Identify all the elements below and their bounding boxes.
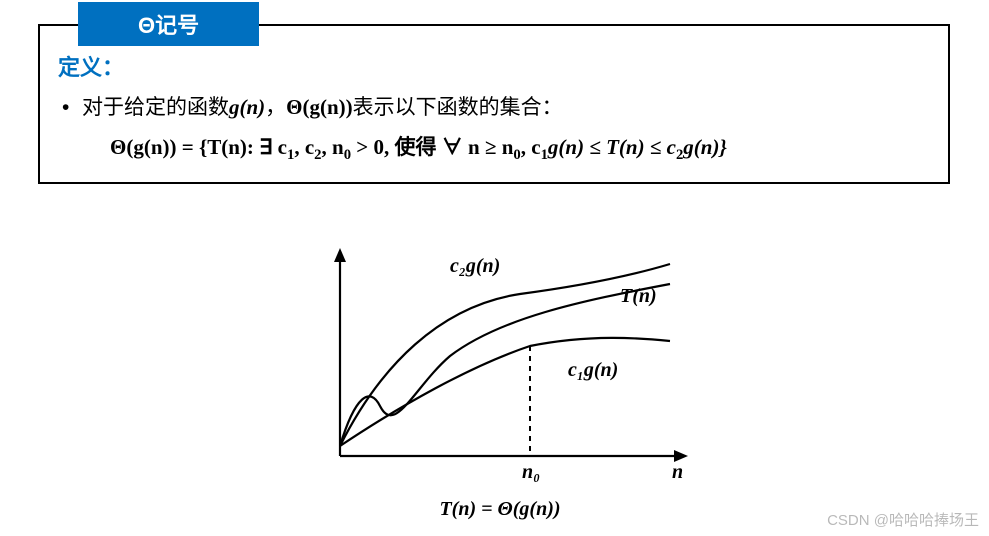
section-tab-label: Θ记号 — [138, 13, 199, 38]
bullet-prefix: 对于给定的函数 — [82, 96, 229, 119]
chart-caption: T(n) = Θ(g(n)) — [300, 498, 700, 521]
f-t1: g(n) ≤ T(n) ≤ c — [548, 135, 676, 159]
label-Tn: T(n) — [620, 285, 657, 307]
f-s1: , c — [294, 135, 314, 159]
theta-gn: Θ(g(n)) — [286, 95, 353, 119]
watermark: CSDN @哈哈哈捧场王 — [827, 509, 979, 530]
curve-c1g — [340, 338, 670, 446]
f-s3: , c — [521, 135, 541, 159]
definition-bullet: • 对于给定的函数g(n)，Θ(g(n))表示以下函数的集合： Θ(g(n)) … — [58, 90, 930, 168]
bullet-mid1: ， — [265, 96, 286, 119]
formula: Θ(g(n)) = {T(n): ∃ c1, c2, n0 > 0, 使得 ∀ … — [82, 126, 930, 168]
chart-svg: c₂g(n) T(n) c₁g(n) n₀ n — [300, 246, 700, 496]
f-n0: 0 — [344, 147, 351, 163]
formula-lhs: Θ(g(n)) = {T(n): ∃ c — [110, 135, 287, 159]
section-tab: Θ记号 — [78, 2, 259, 46]
label-c2g: c₂g(n) — [450, 255, 500, 277]
theta-chart: c₂g(n) T(n) c₁g(n) n₀ n — [300, 246, 700, 506]
label-n0: n₀ — [522, 461, 540, 483]
bullet-mid2: 表示以下函数的集合： — [353, 96, 563, 119]
f-c1b: 1 — [541, 147, 548, 163]
f-n0b: 0 — [513, 147, 520, 163]
gn-1: g(n) — [229, 95, 265, 119]
bullet-dot: • — [58, 90, 82, 126]
f-c2: 2 — [314, 147, 321, 163]
definition-label: 定义： — [58, 50, 930, 82]
f-mid: > 0, 使得 ∀ n ≥ n — [351, 135, 513, 159]
definition-box: 定义： • 对于给定的函数g(n)，Θ(g(n))表示以下函数的集合： Θ(g(… — [38, 24, 950, 184]
label-c1g: c₁g(n) — [568, 359, 618, 381]
caption-text: T(n) = Θ(g(n)) — [439, 498, 560, 520]
curve-Tn — [340, 284, 670, 446]
label-n: n — [672, 461, 683, 483]
f-t2: g(n)} — [683, 135, 726, 159]
bullet-text: 对于给定的函数g(n)，Θ(g(n))表示以下函数的集合： Θ(g(n)) = … — [82, 90, 930, 168]
y-arrow-icon — [334, 248, 346, 262]
f-s2: , n — [322, 135, 344, 159]
